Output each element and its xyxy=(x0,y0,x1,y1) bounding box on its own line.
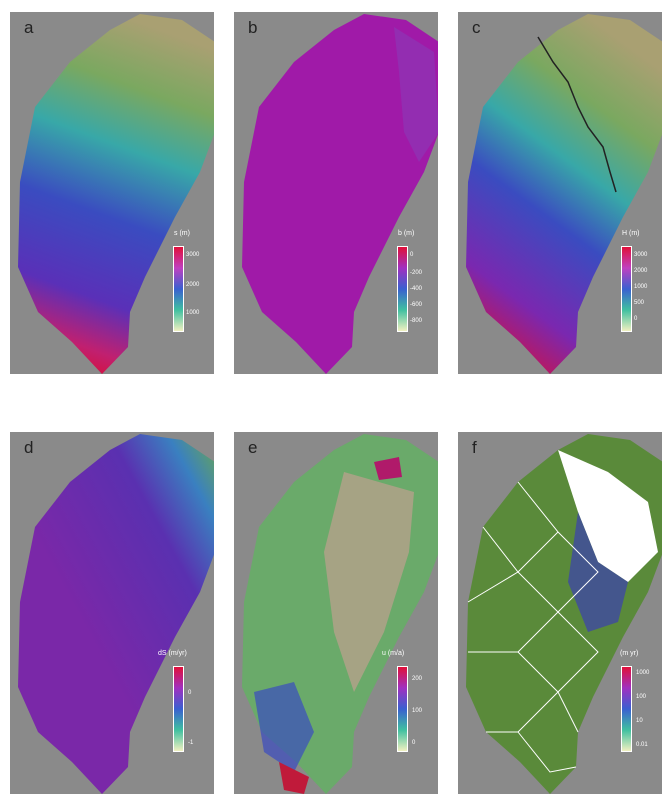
tick-c-3: 500 xyxy=(634,300,645,306)
panel-label-f: f xyxy=(472,438,477,457)
colorbar-title-f: (m yr) xyxy=(620,650,639,657)
panel-label-c: c xyxy=(472,18,481,37)
map-velocity xyxy=(242,434,438,794)
map-mesh xyxy=(466,434,662,794)
tick-e-1: 100 xyxy=(412,708,423,714)
ice-region-d xyxy=(18,434,214,794)
map-bed-elevation xyxy=(242,14,438,374)
tick-b-2: -400 xyxy=(410,286,423,292)
tick-a-2: 1000 xyxy=(186,310,200,316)
tick-c-0: 3000 xyxy=(634,252,648,258)
colorbar-title-c: H (m) xyxy=(622,230,640,237)
colorbar-e xyxy=(397,666,408,752)
tick-c-2: 1000 xyxy=(634,284,648,290)
colorbar-title-a: s (m) xyxy=(174,230,190,237)
panel-label-a: a xyxy=(24,18,34,37)
ice-region-b xyxy=(242,14,438,374)
tick-a-0: 3000 xyxy=(186,252,200,258)
colorbar-b xyxy=(397,246,408,332)
tick-b-4: -800 xyxy=(410,318,423,324)
tick-d-0: 0 xyxy=(188,690,192,696)
map-surface-elevation xyxy=(18,14,214,374)
colorbar-c xyxy=(621,246,632,332)
tick-c-1: 2000 xyxy=(634,268,648,274)
panel-d: d dS (m/yr) 0 -1 xyxy=(10,432,214,794)
ice-region-c xyxy=(466,14,662,374)
tick-e-2: 0 xyxy=(412,740,416,746)
tick-b-3: -600 xyxy=(410,302,423,308)
panel-label-e: e xyxy=(248,438,258,457)
panel-label-d: d xyxy=(24,438,34,457)
tick-f-3: 0.01 xyxy=(636,742,648,748)
ice-region-a xyxy=(18,14,214,374)
tick-f-0: 1000 xyxy=(636,670,650,676)
tick-a-1: 2000 xyxy=(186,282,200,288)
panel-label-b: b xyxy=(248,18,258,37)
tick-b-1: -200 xyxy=(410,270,423,276)
tick-f-2: 10 xyxy=(636,718,643,724)
tick-b-0: 0 xyxy=(410,252,414,258)
tick-e-0: 200 xyxy=(412,676,423,682)
colorbar-d xyxy=(173,666,184,752)
map-ice-thickness xyxy=(466,14,662,374)
panel-f: f (m yr) 1000 100 10 0.01 xyxy=(458,432,662,794)
panel-b: b b (m) 0 -200 -400 -600 -800 xyxy=(234,12,438,374)
panel-e: e u (m/a) 200 100 0 xyxy=(234,432,438,794)
tick-f-1: 100 xyxy=(636,694,647,700)
mesh-lines xyxy=(467,481,599,773)
panel-a: a s (m) 3000 2000 1000 xyxy=(10,12,214,374)
tick-c-4: 0 xyxy=(634,316,638,322)
colorbar-title-d: dS (m/yr) xyxy=(158,650,187,657)
colorbar-title-e: u (m/a) xyxy=(382,650,405,657)
panel-c: c H (m) 3000 2000 1000 500 0 xyxy=(458,12,662,374)
map-surface-change xyxy=(18,434,214,794)
tick-d-1: -1 xyxy=(188,740,194,746)
colorbar-f xyxy=(621,666,632,752)
colorbar-title-b: b (m) xyxy=(398,230,415,237)
grounding-line xyxy=(537,36,617,193)
colorbar-a xyxy=(173,246,184,332)
ice-region-f xyxy=(466,434,662,794)
